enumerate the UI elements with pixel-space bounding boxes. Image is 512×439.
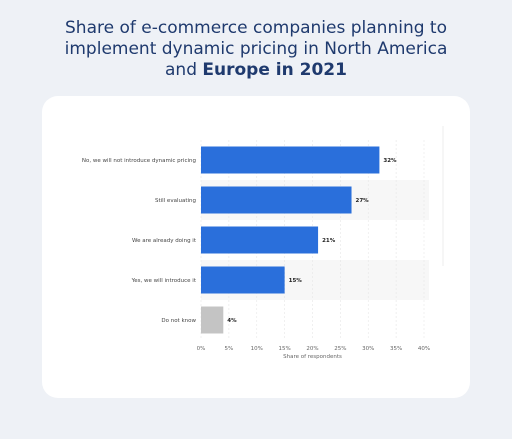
x-tick-label: 10%: [251, 346, 263, 352]
title-line-3-regular: and: [165, 60, 203, 80]
category-label: Do not know: [161, 318, 196, 324]
data-label: 27%: [356, 198, 370, 204]
x-tick-label: 30%: [362, 346, 374, 352]
bar[interactable]: [201, 186, 352, 214]
x-tick-label: 5%: [225, 346, 234, 352]
category-label: Yes, we will introduce it: [131, 278, 197, 284]
x-tick-label: 25%: [334, 346, 346, 352]
title-line-1: Share of e-commerce companies planning t…: [65, 18, 447, 38]
data-label: 15%: [289, 278, 303, 284]
x-axis-title: Share of respondents: [283, 354, 342, 360]
data-label: 32%: [383, 158, 397, 164]
category-label: Still evaluating: [155, 198, 196, 204]
chart-card: 0% 5% 10% 15% 20% 25% 30% 35% 40% No, we will not…: [42, 96, 470, 398]
title-line-3: and Europe in 2021: [0, 60, 512, 81]
bar[interactable]: [201, 226, 319, 254]
data-label: 4%: [227, 318, 237, 324]
x-tick-label: 40%: [418, 346, 430, 352]
x-tick-label: 15%: [279, 346, 291, 352]
bar[interactable]: [201, 146, 380, 174]
category-label: We are already doing it: [132, 238, 197, 244]
title-line-3-bold: Europe in 2021: [202, 60, 347, 80]
bar[interactable]: [201, 266, 285, 294]
data-label: 21%: [322, 238, 336, 244]
x-tick-label: 35%: [390, 346, 402, 352]
bar[interactable]: [201, 306, 224, 334]
category-label: No, we will not introduce dynamic pricin…: [82, 158, 196, 164]
title-line-2: implement dynamic pricing in North Ameri…: [64, 39, 448, 59]
chart-title: Share of e-commerce companies planning t…: [0, 18, 512, 81]
bar-chart: 0% 5% 10% 15% 20% 25% 30% 35% 40% No, we will not…: [82, 126, 444, 360]
x-tick-label: 0%: [197, 346, 206, 352]
x-tick-label: 20%: [306, 346, 318, 352]
